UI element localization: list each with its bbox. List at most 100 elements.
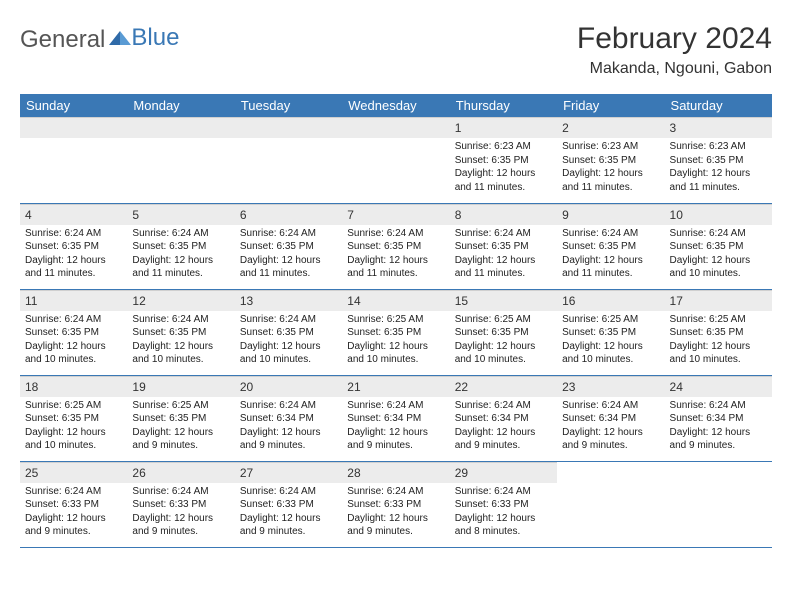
location: Makanda, Ngouni, Gabon xyxy=(577,60,772,78)
weekday-header: Wednesday xyxy=(342,94,449,117)
day-details: Sunrise: 6:25 AMSunset: 6:35 PMDaylight:… xyxy=(450,311,557,371)
day-number: 16 xyxy=(557,290,664,311)
logo-mark-icon xyxy=(109,26,131,54)
day-details: Sunrise: 6:24 AMSunset: 6:35 PMDaylight:… xyxy=(665,225,772,285)
day-details: Sunrise: 6:23 AMSunset: 6:35 PMDaylight:… xyxy=(450,138,557,198)
day-number: 7 xyxy=(342,204,449,225)
calendar-row: 25Sunrise: 6:24 AMSunset: 6:33 PMDayligh… xyxy=(20,461,772,547)
day-number: 22 xyxy=(450,376,557,397)
day-details: Sunrise: 6:24 AMSunset: 6:35 PMDaylight:… xyxy=(20,225,127,285)
calendar-cell: 8Sunrise: 6:24 AMSunset: 6:35 PMDaylight… xyxy=(450,203,557,289)
weekday-header: Monday xyxy=(127,94,234,117)
calendar-cell: 13Sunrise: 6:24 AMSunset: 6:35 PMDayligh… xyxy=(235,289,342,375)
calendar-row: 4Sunrise: 6:24 AMSunset: 6:35 PMDaylight… xyxy=(20,203,772,289)
day-number: 12 xyxy=(127,290,234,311)
day-details: Sunrise: 6:24 AMSunset: 6:33 PMDaylight:… xyxy=(450,483,557,543)
calendar-cell-empty xyxy=(342,117,449,203)
calendar-cell-empty xyxy=(665,461,772,547)
day-details: Sunrise: 6:24 AMSunset: 6:34 PMDaylight:… xyxy=(450,397,557,457)
day-details: Sunrise: 6:23 AMSunset: 6:35 PMDaylight:… xyxy=(665,138,772,198)
day-details: Sunrise: 6:23 AMSunset: 6:35 PMDaylight:… xyxy=(557,138,664,198)
weekday-header: Tuesday xyxy=(235,94,342,117)
day-details: Sunrise: 6:24 AMSunset: 6:35 PMDaylight:… xyxy=(127,311,234,371)
calendar-cell: 2Sunrise: 6:23 AMSunset: 6:35 PMDaylight… xyxy=(557,117,664,203)
day-details: Sunrise: 6:24 AMSunset: 6:33 PMDaylight:… xyxy=(127,483,234,543)
day-details: Sunrise: 6:24 AMSunset: 6:33 PMDaylight:… xyxy=(235,483,342,543)
weekday-header: Friday xyxy=(557,94,664,117)
calendar-cell: 7Sunrise: 6:24 AMSunset: 6:35 PMDaylight… xyxy=(342,203,449,289)
day-number: 10 xyxy=(665,204,772,225)
day-details: Sunrise: 6:24 AMSunset: 6:35 PMDaylight:… xyxy=(20,311,127,371)
day-details: Sunrise: 6:25 AMSunset: 6:35 PMDaylight:… xyxy=(342,311,449,371)
calendar-cell: 15Sunrise: 6:25 AMSunset: 6:35 PMDayligh… xyxy=(450,289,557,375)
day-details: Sunrise: 6:24 AMSunset: 6:34 PMDaylight:… xyxy=(235,397,342,457)
calendar-cell: 29Sunrise: 6:24 AMSunset: 6:33 PMDayligh… xyxy=(450,461,557,547)
day-number: 29 xyxy=(450,462,557,483)
calendar-cell: 12Sunrise: 6:24 AMSunset: 6:35 PMDayligh… xyxy=(127,289,234,375)
day-number: 24 xyxy=(665,376,772,397)
calendar-cell: 23Sunrise: 6:24 AMSunset: 6:34 PMDayligh… xyxy=(557,375,664,461)
daynum-empty xyxy=(235,117,342,138)
day-number: 23 xyxy=(557,376,664,397)
calendar-cell-empty xyxy=(20,117,127,203)
day-number: 20 xyxy=(235,376,342,397)
day-number: 9 xyxy=(557,204,664,225)
weekday-header: Saturday xyxy=(665,94,772,117)
day-number: 6 xyxy=(235,204,342,225)
day-details: Sunrise: 6:24 AMSunset: 6:34 PMDaylight:… xyxy=(342,397,449,457)
daynum-empty xyxy=(127,117,234,138)
calendar-cell: 1Sunrise: 6:23 AMSunset: 6:35 PMDaylight… xyxy=(450,117,557,203)
calendar-cell: 26Sunrise: 6:24 AMSunset: 6:33 PMDayligh… xyxy=(127,461,234,547)
calendar-row: 1Sunrise: 6:23 AMSunset: 6:35 PMDaylight… xyxy=(20,117,772,203)
day-number: 18 xyxy=(20,376,127,397)
calendar-cell: 5Sunrise: 6:24 AMSunset: 6:35 PMDaylight… xyxy=(127,203,234,289)
calendar-cell: 25Sunrise: 6:24 AMSunset: 6:33 PMDayligh… xyxy=(20,461,127,547)
calendar-cell-empty xyxy=(557,461,664,547)
calendar-row: 11Sunrise: 6:24 AMSunset: 6:35 PMDayligh… xyxy=(20,289,772,375)
calendar-cell: 9Sunrise: 6:24 AMSunset: 6:35 PMDaylight… xyxy=(557,203,664,289)
calendar-cell: 6Sunrise: 6:24 AMSunset: 6:35 PMDaylight… xyxy=(235,203,342,289)
calendar-cell: 28Sunrise: 6:24 AMSunset: 6:33 PMDayligh… xyxy=(342,461,449,547)
page-header: General Blue February 2024 Makanda, Ngou… xyxy=(20,22,772,78)
day-number: 19 xyxy=(127,376,234,397)
calendar-body: 1Sunrise: 6:23 AMSunset: 6:35 PMDaylight… xyxy=(20,117,772,547)
calendar-cell: 16Sunrise: 6:25 AMSunset: 6:35 PMDayligh… xyxy=(557,289,664,375)
day-number: 5 xyxy=(127,204,234,225)
calendar-cell: 3Sunrise: 6:23 AMSunset: 6:35 PMDaylight… xyxy=(665,117,772,203)
day-number: 11 xyxy=(20,290,127,311)
day-details: Sunrise: 6:24 AMSunset: 6:33 PMDaylight:… xyxy=(20,483,127,543)
day-number: 1 xyxy=(450,117,557,138)
day-number: 17 xyxy=(665,290,772,311)
calendar-table: SundayMondayTuesdayWednesdayThursdayFrid… xyxy=(20,94,772,548)
day-number: 28 xyxy=(342,462,449,483)
day-details: Sunrise: 6:24 AMSunset: 6:35 PMDaylight:… xyxy=(235,311,342,371)
day-number: 3 xyxy=(665,117,772,138)
calendar-row: 18Sunrise: 6:25 AMSunset: 6:35 PMDayligh… xyxy=(20,375,772,461)
logo-text-2: Blue xyxy=(131,24,179,52)
day-details: Sunrise: 6:24 AMSunset: 6:35 PMDaylight:… xyxy=(235,225,342,285)
calendar-cell: 10Sunrise: 6:24 AMSunset: 6:35 PMDayligh… xyxy=(665,203,772,289)
logo-text-1: General xyxy=(20,26,105,54)
calendar-cell: 20Sunrise: 6:24 AMSunset: 6:34 PMDayligh… xyxy=(235,375,342,461)
weekday-header: Thursday xyxy=(450,94,557,117)
daynum-empty xyxy=(20,117,127,138)
calendar-cell: 17Sunrise: 6:25 AMSunset: 6:35 PMDayligh… xyxy=(665,289,772,375)
day-details: Sunrise: 6:25 AMSunset: 6:35 PMDaylight:… xyxy=(665,311,772,371)
day-number: 21 xyxy=(342,376,449,397)
day-number: 4 xyxy=(20,204,127,225)
calendar-cell: 19Sunrise: 6:25 AMSunset: 6:35 PMDayligh… xyxy=(127,375,234,461)
calendar-cell: 11Sunrise: 6:24 AMSunset: 6:35 PMDayligh… xyxy=(20,289,127,375)
day-number: 2 xyxy=(557,117,664,138)
calendar-header-row: SundayMondayTuesdayWednesdayThursdayFrid… xyxy=(20,94,772,117)
day-number: 14 xyxy=(342,290,449,311)
day-details: Sunrise: 6:24 AMSunset: 6:35 PMDaylight:… xyxy=(450,225,557,285)
calendar-cell: 21Sunrise: 6:24 AMSunset: 6:34 PMDayligh… xyxy=(342,375,449,461)
calendar-cell: 22Sunrise: 6:24 AMSunset: 6:34 PMDayligh… xyxy=(450,375,557,461)
page-title: February 2024 xyxy=(577,22,772,56)
day-details: Sunrise: 6:24 AMSunset: 6:35 PMDaylight:… xyxy=(342,225,449,285)
weekday-header: Sunday xyxy=(20,94,127,117)
day-details: Sunrise: 6:25 AMSunset: 6:35 PMDaylight:… xyxy=(127,397,234,457)
day-details: Sunrise: 6:24 AMSunset: 6:35 PMDaylight:… xyxy=(557,225,664,285)
daynum-empty xyxy=(342,117,449,138)
day-details: Sunrise: 6:24 AMSunset: 6:34 PMDaylight:… xyxy=(557,397,664,457)
